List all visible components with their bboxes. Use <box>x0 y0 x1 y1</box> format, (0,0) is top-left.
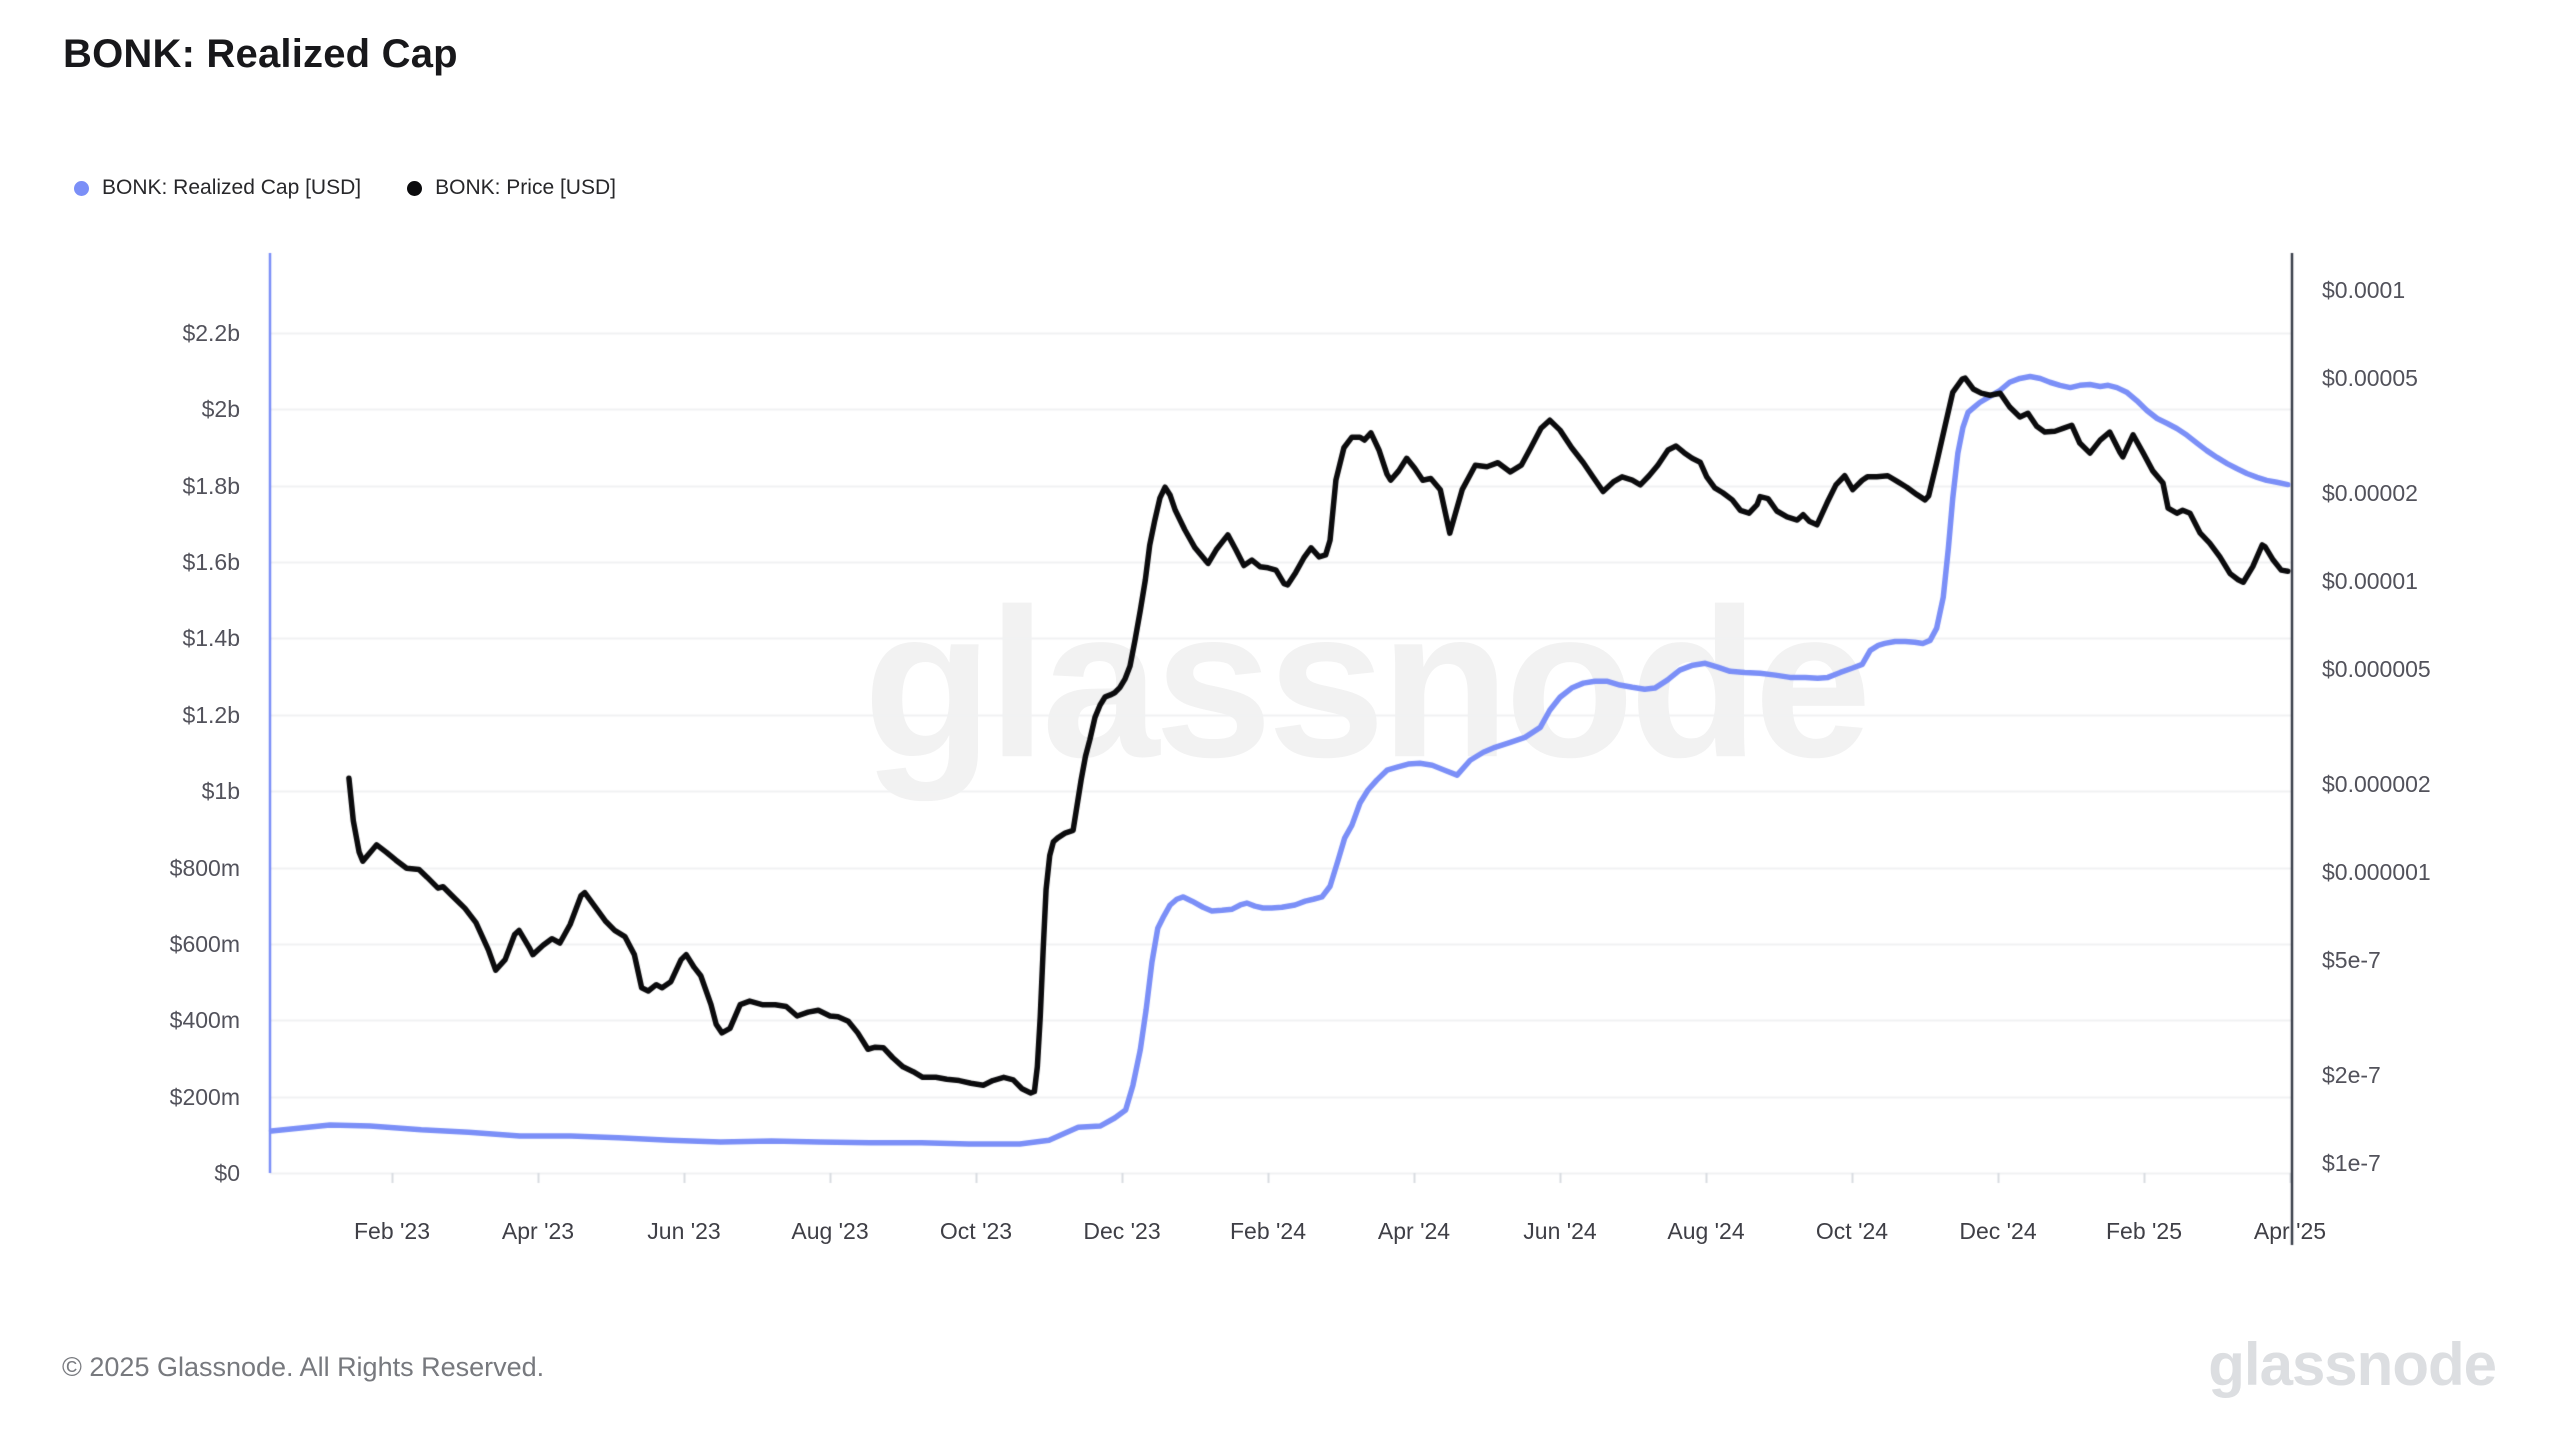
x-axis-label: Dec '24 <box>1959 1218 2037 1244</box>
left-axis-label: $0 <box>214 1160 240 1186</box>
right-axis-label: $0.000005 <box>2322 655 2431 682</box>
right-axis-label: $0.000001 <box>2322 859 2431 885</box>
x-axis-label: Feb '25 <box>2106 1218 2182 1244</box>
x-axis-label: Oct '24 <box>1815 1218 1889 1244</box>
x-axis-label: Apr '24 <box>1377 1218 1451 1244</box>
left-axis-label: $400m <box>169 1007 240 1034</box>
x-axis-label: Feb '23 <box>354 1218 430 1244</box>
left-axis-label: $1.2b <box>182 701 240 728</box>
right-axis-label: $0.0001 <box>2322 277 2406 303</box>
left-axis-label: $200m <box>169 1083 240 1110</box>
x-axis-label: Feb '24 <box>1230 1218 1306 1244</box>
left-axis-label: $1.4b <box>182 625 240 652</box>
glassnode-logo: glassnode <box>2208 1331 2497 1398</box>
left-axis-label: $2.2b <box>182 320 240 346</box>
x-axis-label: Apr '25 <box>2253 1218 2327 1244</box>
x-axis-label: Jun '23 <box>647 1218 721 1244</box>
x-axis-label: Aug '23 <box>791 1218 869 1244</box>
x-axis-label: Oct '23 <box>939 1218 1013 1244</box>
left-axis-label: $600m <box>169 930 240 957</box>
right-axis-label: $0.00001 <box>2322 568 2418 594</box>
x-axis-label: Apr '23 <box>501 1218 575 1244</box>
left-axis-label: $1.8b <box>182 472 240 499</box>
right-axis-label: $0.00005 <box>2322 364 2418 391</box>
right-axis-label: $2e-7 <box>2322 1062 2381 1089</box>
x-axis-label: Dec '23 <box>1083 1218 1161 1244</box>
right-axis-label: $1e-7 <box>2322 1150 2381 1176</box>
x-axis-label: Aug '24 <box>1667 1218 1745 1244</box>
left-axis-label: $1b <box>201 778 240 805</box>
copyright-text: © 2025 Glassnode. All Rights Reserved. <box>62 1352 545 1382</box>
right-axis-label: $0.00002 <box>2322 480 2418 507</box>
right-axis-label: $0.000002 <box>2322 771 2431 798</box>
x-axis-label: Jun '24 <box>1523 1218 1597 1244</box>
left-axis-label: $2b <box>201 396 240 423</box>
left-axis-label: $800m <box>169 854 240 881</box>
right-axis-label: $5e-7 <box>2322 946 2381 973</box>
left-axis-label: $1.6b <box>182 549 240 576</box>
